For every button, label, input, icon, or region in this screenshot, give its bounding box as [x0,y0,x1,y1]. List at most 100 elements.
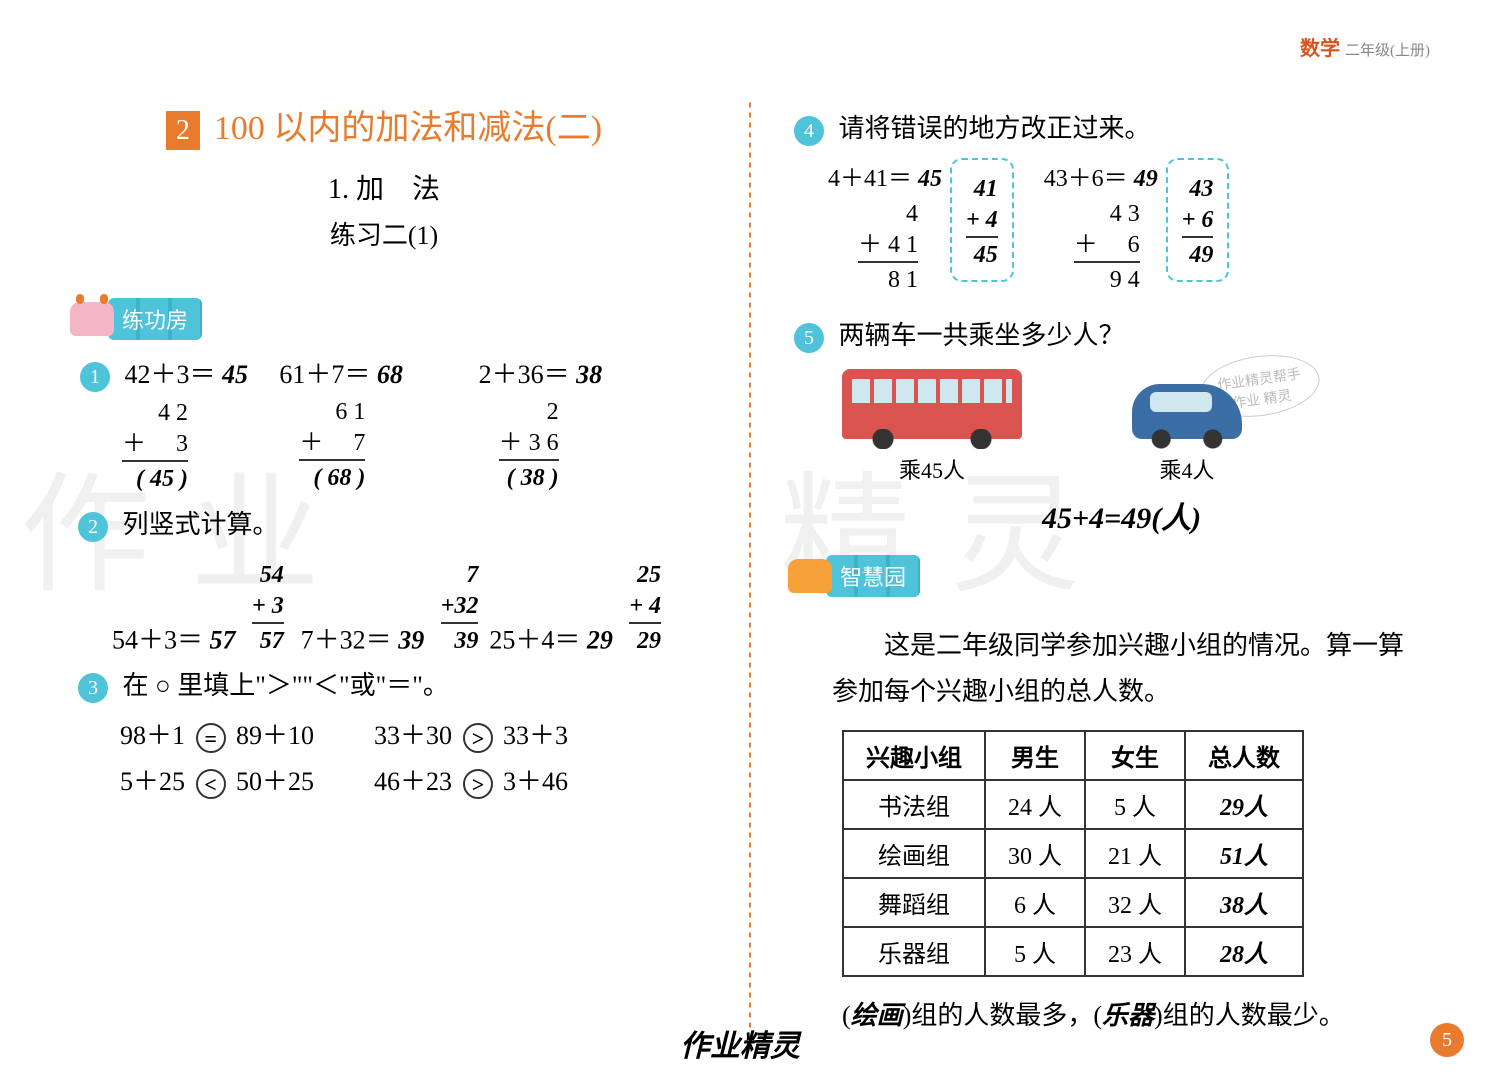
q2-vres-1: 57 [252,622,284,657]
subject-label: 数学 [1300,38,1340,60]
q4-expr-1: 4＋41＝ [828,166,912,192]
table-row: 绘画组 30 人 21 人 51人 [843,829,1303,878]
q3-sym-11: = [196,723,226,753]
q4-ftop-1: 41 [966,174,998,205]
q3-r-21: 50＋25 [236,767,314,796]
q1-ans-3: 38 [576,360,602,389]
q4-ans-2: 49 [1134,166,1158,192]
q1-vplus-2: ＋ 7 [299,428,365,459]
column-divider [748,100,752,1032]
table-row: 舞蹈组 6 人 32 人 38人 [843,878,1303,927]
col-group: 兴趣小组 [843,731,985,780]
q3-l-22: 46＋23 [374,767,452,796]
q4-fres-1: 45 [966,236,998,271]
q1-vres-1: ( 45 ) [122,460,188,495]
q1-ans-1: 45 [222,360,248,389]
q1-expr-1: 42＋3＝ [125,360,216,389]
q4-wtop-2: 4 3 [1074,199,1140,230]
footer-handwriting: 作业精灵 [680,1021,800,1065]
q3-l-11: 98＋1 [120,721,185,750]
q2-vres-2: 39 [441,622,479,657]
col-boys: 男生 [985,731,1085,780]
cell: 乐器组 [843,927,985,976]
zhy-paragraph: 这是二年级同学参加兴趣小组的情况。算一算参加每个兴趣小组的总人数。 [832,623,1420,717]
cell: 24 人 [985,780,1085,829]
cell: 23 人 [1085,927,1185,976]
section-tag-zhihuiyuan: 智慧园 [788,555,920,597]
q2-ans-2: 39 [398,625,424,654]
q4-fix-box-2: 43 + 6 49 [1166,158,1230,282]
conc-mid: )组的人数最多，( [903,1001,1102,1030]
car-label: 乘4人 [1132,453,1242,485]
table-row: 书法组 24 人 5 人 29人 [843,780,1303,829]
cell: 5 人 [1085,780,1185,829]
car-icon [1132,384,1242,439]
q2-vres-3: 29 [629,622,661,657]
q1-vres-3: ( 38 ) [499,459,559,494]
q3-number: 3 [78,673,108,703]
cell-total: 51人 [1185,829,1303,878]
q4-fplus-2: + 6 [1182,205,1214,236]
q5-title: 两辆车一共乘坐多少人？ [839,321,1125,350]
q3-l-12: 33＋30 [374,721,452,750]
right-column: 4 请将错误的地方改正过来。 4＋41＝ 45 4 ＋ 4 1 8 1 [782,100,1450,1032]
grade-label: 二年级(上册) [1345,43,1430,59]
q2-vtop-3: 25 [629,560,661,591]
q3-sym-21: < [196,769,226,799]
chapter-heading: 2 100 以内的加法和减法(二) [50,100,718,149]
left-column: 2 100 以内的加法和减法(二) 1. 加 法 练习二(1) 练功房 1 42… [50,100,718,1032]
q3-sym-22: > [463,769,493,799]
chapter-number: 2 [166,111,200,150]
q3-heading: 3 在 ○ 里填上"＞""＜"或"＝"。 [78,665,718,703]
q4-ans-1: 45 [918,166,942,192]
section-label-b: 智慧园 [826,555,920,597]
q2-expr-3: 25＋4＝ [489,625,580,654]
q1-vtop-3: 2 [499,397,559,428]
q4-expr-2: 43＋6＝ [1044,166,1128,192]
q1-expr-3: 2＋36＝ [479,360,570,389]
cell: 32 人 [1085,878,1185,927]
q2-row: 54＋3＝ 57 54 + 3 57 7＋32＝ 39 7 +32 39 25＋… [50,554,718,658]
q4-wres-2: 9 4 [1074,261,1140,296]
q4-wtop-1: 4 [858,199,918,230]
q2-title: 列竖式计算。 [123,510,279,539]
q3-title: 在 ○ 里填上"＞""＜"或"＝"。 [123,671,449,700]
q4-fplus-1: + 4 [966,205,998,236]
exercise-title: 练习二(1) [50,215,718,252]
q3-sym-12: > [463,723,493,753]
cell: 5 人 [985,927,1085,976]
q1-vplus-1: ＋ 3 [122,429,188,460]
q2-expr-1: 54＋3＝ [112,625,203,654]
q5-heading: 5 两辆车一共乘坐多少人？ [794,315,1450,353]
q3-row1: 98＋1 = 89＋10 33＋30 > 33＋3 [50,715,718,753]
q3-l-21: 5＋25 [120,767,185,796]
q2-number: 2 [78,512,108,542]
cell: 6 人 [985,878,1085,927]
q1-vtop-1: 4 2 [122,398,188,429]
vehicles: 乘45人 乘4人 [842,369,1450,485]
q4-fix-box-1: 41 + 4 45 [950,158,1014,282]
cell-total: 29人 [1185,780,1303,829]
cell: 21 人 [1085,829,1185,878]
q2-vplus-1: + 3 [252,591,284,622]
col-total: 总人数 [1185,731,1303,780]
conclusion-line: (绘画)组的人数最多，(乐器)组的人数最少。 [842,995,1450,1032]
q4-row: 4＋41＝ 45 4 ＋ 4 1 8 1 41 + 4 45 [828,158,1450,297]
q1-expr-2: 61＋7＝ [279,360,370,389]
bus-label: 乘45人 [842,453,1022,485]
cell: 书法组 [843,780,985,829]
q2-ans-3: 29 [587,625,613,654]
page-header: 数学 二年级(上册) [1300,32,1430,61]
q1-ans-2: 68 [377,360,403,389]
cell-total: 38人 [1185,878,1303,927]
q5-number: 5 [794,323,824,353]
q3-r-12: 33＋3 [503,721,568,750]
table-header-row: 兴趣小组 男生 女生 总人数 [843,731,1303,780]
cell: 舞蹈组 [843,878,985,927]
section-tag-liangongfang: 练功房 [70,298,202,340]
q2-vtop-1: 54 [252,560,284,591]
q2-heading: 2 列竖式计算。 [78,504,718,542]
q1-vplus-3: ＋ 3 6 [499,428,559,459]
q3-r-22: 3＋46 [503,767,568,796]
page-number: 5 [1430,1023,1464,1057]
